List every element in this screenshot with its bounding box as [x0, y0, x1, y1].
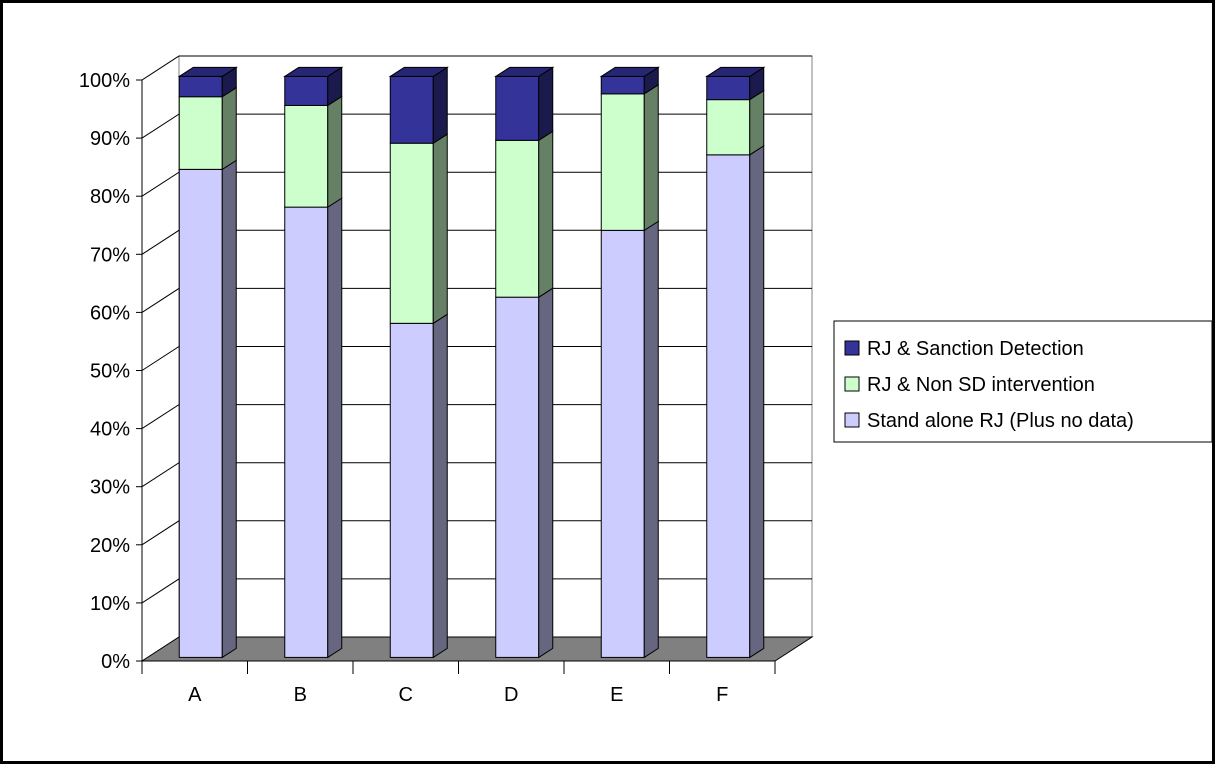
bar-top — [388, 66, 449, 77]
bar-side — [432, 66, 448, 145]
x-tick-label: E — [610, 684, 623, 706]
bar-side — [538, 66, 554, 142]
bar-segment-C-2 — [389, 133, 448, 325]
legend-label: Stand alone RJ (Plus no data) — [867, 410, 1134, 432]
legend-box — [833, 320, 1213, 443]
bar-face — [600, 229, 645, 658]
bar-segment-C-1 — [389, 313, 448, 659]
bar-face — [389, 142, 434, 324]
bar-face — [389, 75, 434, 144]
bar-face — [389, 322, 434, 658]
gridline — [141, 55, 812, 81]
bar-side — [327, 197, 343, 659]
x-tick-label: A — [188, 684, 202, 706]
y-tick-label: 50% — [90, 361, 130, 383]
bars — [177, 66, 766, 659]
bar-face — [178, 96, 223, 170]
y-axis-tick-labels: 0% 10% 20% 30% 40% 50% 60% 70% 80% 90% 100% — [79, 70, 130, 673]
bar-top — [177, 66, 238, 77]
y-tick-label: 80% — [90, 186, 130, 208]
bar-side — [749, 144, 765, 659]
bar-segment-B-2 — [284, 95, 343, 209]
bar-segment-A-2 — [178, 86, 237, 171]
legend-item: RJ & Sanction Detection — [844, 338, 1084, 360]
bar-segment-B-3 — [283, 66, 344, 107]
bar-face — [284, 75, 329, 106]
bar-face — [178, 75, 223, 98]
bar-face — [284, 104, 329, 208]
x-tick-label: D — [504, 684, 518, 706]
bar-face — [706, 154, 751, 658]
bar-segment-F-1 — [706, 144, 765, 659]
bar-segment-A-1 — [178, 159, 237, 659]
bar-segment-D-1 — [495, 287, 554, 659]
bar-top — [283, 66, 344, 77]
bar-face — [706, 99, 751, 156]
legend-item: Stand alone RJ (Plus no data) — [844, 410, 1134, 432]
y-tick-label: 90% — [90, 128, 130, 150]
x-tick-label: B — [294, 684, 307, 706]
bar-segment-F-2 — [706, 89, 765, 156]
bar-side — [221, 86, 237, 171]
bar-face — [495, 139, 540, 298]
bar-side — [749, 89, 765, 156]
bar-face — [178, 168, 223, 658]
y-tick-label: 60% — [90, 302, 130, 324]
legend: RJ & Sanction Detection RJ & Non SD inter… — [833, 320, 1213, 443]
bar-side — [538, 287, 554, 659]
legend-item: RJ & Non SD intervention — [844, 374, 1095, 396]
x-axis-tick-labels: A B C D E F — [188, 684, 728, 706]
bar-top — [599, 66, 660, 77]
bar-segment-D-2 — [495, 130, 554, 299]
y-tick-label: 10% — [90, 593, 130, 615]
bar-side — [432, 133, 448, 325]
bar-side — [327, 95, 343, 209]
x-tick-label: C — [399, 684, 413, 706]
bar-face — [600, 75, 645, 95]
bar-segment-D-3 — [494, 66, 555, 142]
bar-face — [284, 206, 329, 658]
y-tick-label: 20% — [90, 535, 130, 557]
bar-segment-A-3 — [177, 66, 238, 98]
y-tick-label: 0% — [101, 651, 130, 673]
bar-side — [643, 220, 659, 659]
bar-face — [706, 75, 751, 101]
bar-segment-E-2 — [600, 83, 659, 232]
legend-label: RJ & Non SD intervention — [867, 374, 1095, 396]
bar-segment-E-3 — [599, 66, 660, 95]
bar-segment-E-1 — [600, 220, 659, 659]
x-tick-label: F — [716, 684, 728, 706]
legend-label: RJ & Sanction Detection — [867, 338, 1084, 360]
bar-segment-B-1 — [284, 197, 343, 659]
legend-swatch — [844, 412, 860, 428]
legend-swatch — [844, 376, 860, 392]
bar-side — [432, 313, 448, 659]
bar-face — [600, 93, 645, 231]
bar-side — [538, 130, 554, 299]
legend-swatch — [844, 340, 860, 356]
bar-top — [494, 66, 555, 77]
axes — [136, 79, 776, 674]
bar-segment-C-3 — [388, 66, 449, 145]
bar-top — [705, 66, 766, 77]
y-tick-label: 40% — [90, 419, 130, 441]
bar-side — [643, 83, 659, 232]
y-tick-label: 70% — [90, 244, 130, 266]
bar-face — [495, 75, 540, 141]
y-tick-label: 30% — [90, 477, 130, 499]
bar-segment-F-3 — [705, 66, 766, 101]
bar-face — [495, 296, 540, 658]
y-tick-label: 100% — [79, 70, 130, 92]
bar-side — [221, 159, 237, 659]
